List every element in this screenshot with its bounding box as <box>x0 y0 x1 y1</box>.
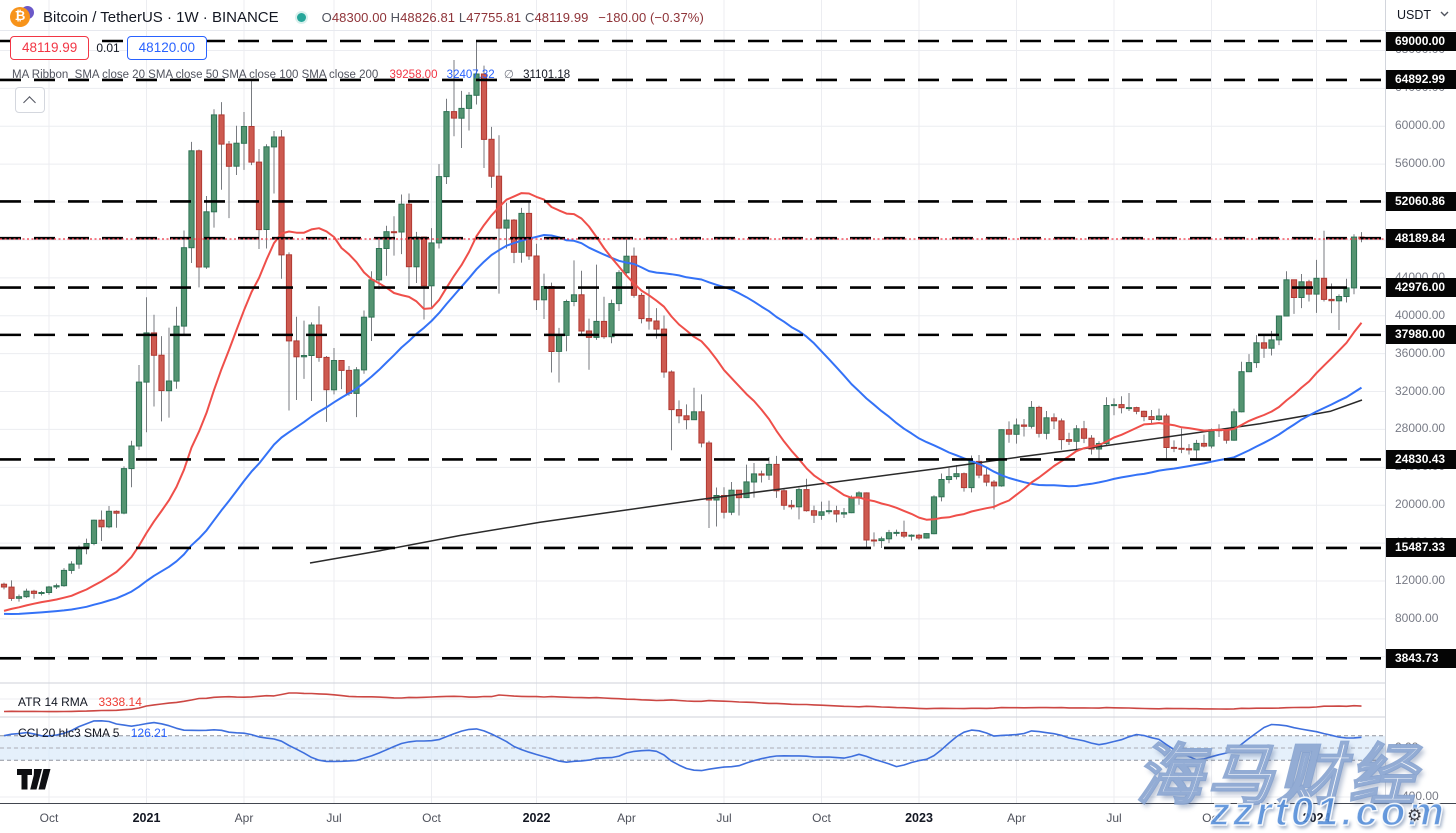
price-level-label: 48189.84 <box>1386 228 1456 248</box>
time-label: Oct <box>422 811 441 825</box>
price-level-label: 15487.33 <box>1386 538 1456 558</box>
currency-selector[interactable]: USDT <box>1386 0 1456 31</box>
ma-ribbon-params: SMA close 20 SMA close 50 SMA close 100 … <box>74 69 379 81</box>
price-level-label: 42976.00 <box>1386 278 1456 298</box>
atr-legend[interactable]: ATR 14 RMA 3338.14 <box>18 695 142 709</box>
time-label: Oct <box>39 811 59 825</box>
time-label: Oct <box>812 811 831 825</box>
symbol-row: ₿ Bitcoin / TetherUS · 1W · BINANCE O483… <box>10 6 704 28</box>
chevron-down-icon <box>1440 11 1449 17</box>
market-status-dot-icon[interactable] <box>296 12 306 22</box>
low-value: 47755.81 <box>466 9 522 25</box>
price-level-label: 3843.73 <box>1386 648 1456 668</box>
price-tick-label: 32000.00 <box>1395 383 1446 398</box>
price-tick-label: 20000.00 <box>1395 497 1446 512</box>
sell-button[interactable]: 48119.99 <box>10 36 90 60</box>
ma-ribbon-legend[interactable]: MA Ribbon SMA close 20 SMA close 50 SMA … <box>12 67 570 81</box>
time-label: Jul <box>326 811 342 825</box>
price-tick-label: 36000.00 <box>1395 345 1446 360</box>
high-value: 48826.81 <box>400 9 456 25</box>
cci-title: CCI 20 hlc3 SMA 5 <box>18 726 120 740</box>
cci-legend[interactable]: CCI 20 hlc3 SMA 5 126.21 <box>18 726 167 740</box>
sma200-value: 31101.18 <box>523 69 571 81</box>
watermark-cjk: 海马财经 <box>1135 736 1420 815</box>
pane-settings-gear-icon[interactable]: ⚙ <box>1407 806 1423 826</box>
time-label: Apr <box>1007 811 1026 825</box>
tradingview-logo[interactable] <box>17 769 51 795</box>
buy-button[interactable]: 48120.00 <box>126 36 207 60</box>
price-tick-label: 28000.00 <box>1395 421 1446 436</box>
price-tick-label: 12000.00 <box>1395 573 1446 587</box>
sma20-value: 39258.00 <box>389 69 438 81</box>
sma100-value: ∅ <box>503 69 514 81</box>
bitcoin-coin-icon: ₿ <box>10 7 30 27</box>
price-tick-label: 60000.00 <box>1395 118 1446 133</box>
ohlc-values: O48300.00 H48826.81 L47755.81 C48119.99 … <box>321 9 704 25</box>
price-level-label: 64892.99 <box>1386 70 1456 90</box>
price-level-label: 24830.43 <box>1386 449 1456 469</box>
price-scale[interactable]: USDT 68000.0064000.0060000.0056000.00520… <box>1385 0 1456 803</box>
time-label: 2021 <box>132 811 161 825</box>
symbol-title[interactable]: Bitcoin / TetherUS · 1W · BINANCE <box>43 8 279 26</box>
cci-value: 126.21 <box>130 726 168 740</box>
chevron-up-icon <box>23 96 36 109</box>
time-label: Apr <box>617 811 636 825</box>
candles <box>0 41 1365 602</box>
price-level-label: 69000.00 <box>1386 31 1456 51</box>
time-label: Oct <box>1202 811 1221 825</box>
price-tick-label: 40000.00 <box>1395 307 1446 322</box>
header-divider <box>0 30 1456 31</box>
time-label: Jul <box>1106 811 1122 825</box>
sma50-value: 32407.32 <box>446 69 495 81</box>
price-tick-label: 56000.00 <box>1395 156 1446 171</box>
atr-value: 3338.14 <box>98 695 142 709</box>
time-label: 2023 <box>905 811 933 825</box>
time-label: Apr <box>234 811 254 825</box>
ma-ribbon-title: MA Ribbon <box>12 69 69 81</box>
chart-canvas[interactable] <box>0 0 1385 803</box>
close-value: 48119.99 <box>534 9 589 25</box>
bitcoin-pair-icon: ₿ <box>10 6 36 28</box>
spread-value: 0.01 <box>96 41 120 55</box>
price-level-label: 37980.00 <box>1386 325 1456 345</box>
time-label: Jul <box>716 811 732 825</box>
bid-ask-row: 48119.99 0.01 48120.00 <box>10 36 207 60</box>
time-scale[interactable]: Oct 2021 Apr Jul Oct 2022 Apr Jul Oct 2023 Apr Jul O… <box>0 803 1456 833</box>
atr-title: ATR 14 RMA <box>18 695 88 709</box>
price-tick-label: 8000.00 <box>1395 610 1439 625</box>
cci-tick-label: −400.00 <box>1395 789 1439 803</box>
collapse-legend-button[interactable] <box>15 87 45 113</box>
currency-label: USDT <box>1397 8 1432 22</box>
price-level-label: 52060.86 <box>1386 191 1456 211</box>
time-label: 2022 <box>522 811 551 825</box>
watermark-url: zzrt01.com <box>1209 789 1447 833</box>
change-value: −180.00 (−0.37%) <box>598 9 704 25</box>
cci-tick-label: 0.00 <box>1395 740 1419 754</box>
time-label: 2024 <box>1302 811 1331 825</box>
open-value: 48300.00 <box>331 9 387 25</box>
